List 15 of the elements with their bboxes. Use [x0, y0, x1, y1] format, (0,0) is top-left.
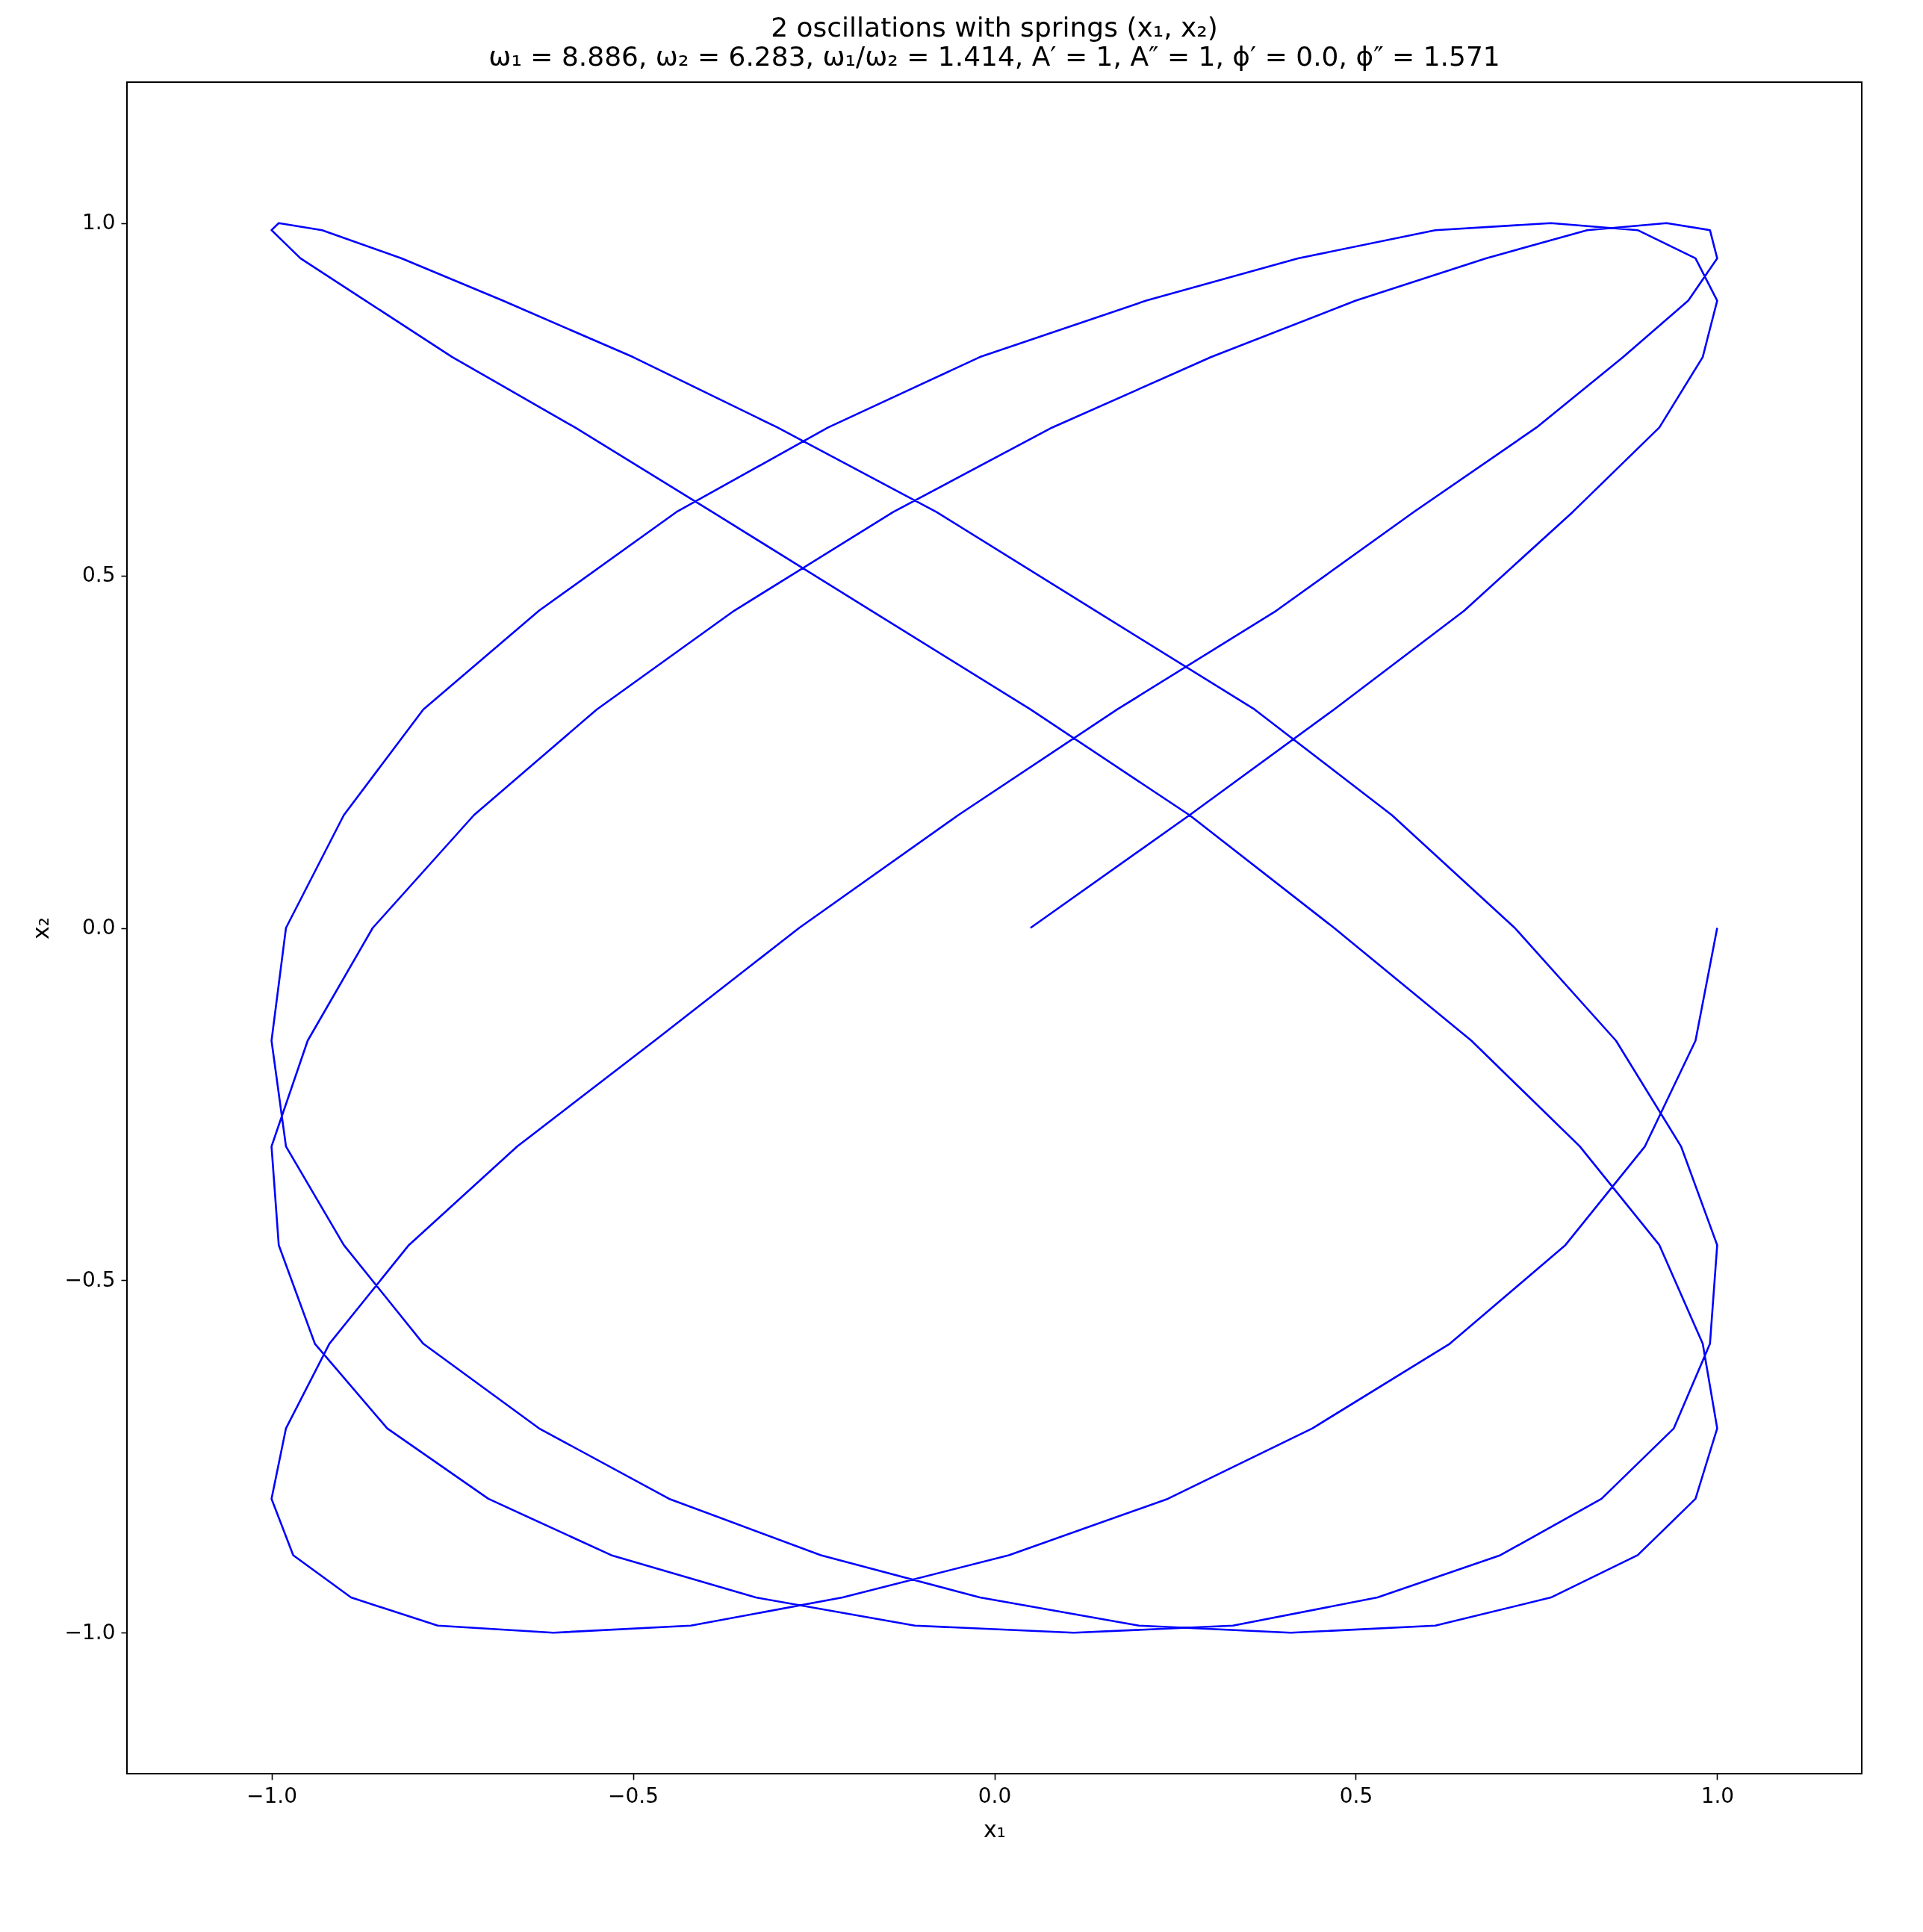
y-tick-label: 0.5: [81, 562, 116, 588]
y-axis-title: x₂: [27, 917, 54, 939]
x-tick-label: −1.0: [246, 1783, 298, 1808]
x-tick-label: 0.5: [1339, 1783, 1373, 1808]
chart-subtitle: ω₁ = 8.886, ω₂ = 6.283, ω₁/ω₂ = 1.414, A′ = 1, A″ = 1, ϕ′ = 0.0, ϕ″ = 1.571: [488, 41, 1500, 72]
line-series: [270, 222, 1718, 1634]
x-tick-label: −0.5: [608, 1783, 659, 1808]
x-tick-label: 1.0: [1700, 1783, 1735, 1808]
x-tick-label: 0.0: [978, 1783, 1012, 1808]
y-tick-label: −0.5: [64, 1267, 116, 1292]
y-tick-label: −1.0: [64, 1619, 116, 1644]
y-tick-label: 1.0: [81, 210, 116, 235]
chart-title: 2 oscillations with springs (x₁, x₂): [771, 12, 1218, 43]
x-axis-title: x₁: [984, 1815, 1006, 1842]
y-tick-label: 0.0: [81, 915, 116, 939]
